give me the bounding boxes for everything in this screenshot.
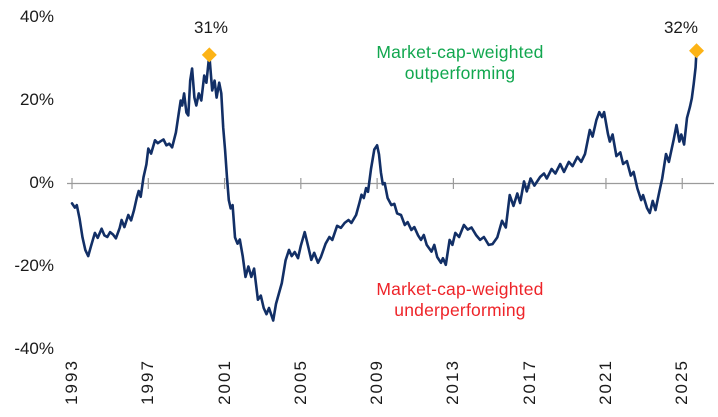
diamond-marker-2000 (201, 47, 217, 63)
x-tick-label: 2021 (595, 359, 615, 405)
x-tick-label: 2009 (367, 359, 387, 405)
peak-value-label-2025: 32% (663, 18, 698, 37)
y-tick-label: -40% (14, 339, 54, 358)
annotation-outperforming: Market-cap-weighted outperforming (320, 42, 600, 83)
annotation-outperforming-line2: outperforming (404, 62, 516, 83)
y-tick-label: 40% (19, 7, 54, 26)
x-tick-label: 2001 (214, 359, 234, 405)
performance-line (70, 49, 698, 322)
x-tick-label: 2017 (519, 359, 539, 405)
diamond-marker-2025 (689, 43, 705, 59)
annotation-underperforming: Market-cap-weighted underperforming (320, 279, 600, 320)
annotation-underperforming-line1: Market-cap-weighted (376, 279, 544, 299)
x-tick-label: 2025 (672, 359, 692, 405)
x-tick-label: 1993 (62, 359, 81, 405)
x-tick-label: 2005 (290, 359, 310, 405)
y-tick-label: -20% (14, 256, 54, 275)
peak-value-label-2000: 31% (193, 18, 229, 37)
y-tick-label: 0% (29, 173, 54, 192)
annotation-outperforming-line1: Market-cap-weighted (376, 42, 544, 62)
x-tick-label: 2013 (443, 359, 463, 405)
x-tick-label: 1997 (138, 359, 158, 405)
y-tick-label: 20% (19, 90, 54, 109)
annotation-underperforming-line2: underperforming (394, 299, 526, 320)
